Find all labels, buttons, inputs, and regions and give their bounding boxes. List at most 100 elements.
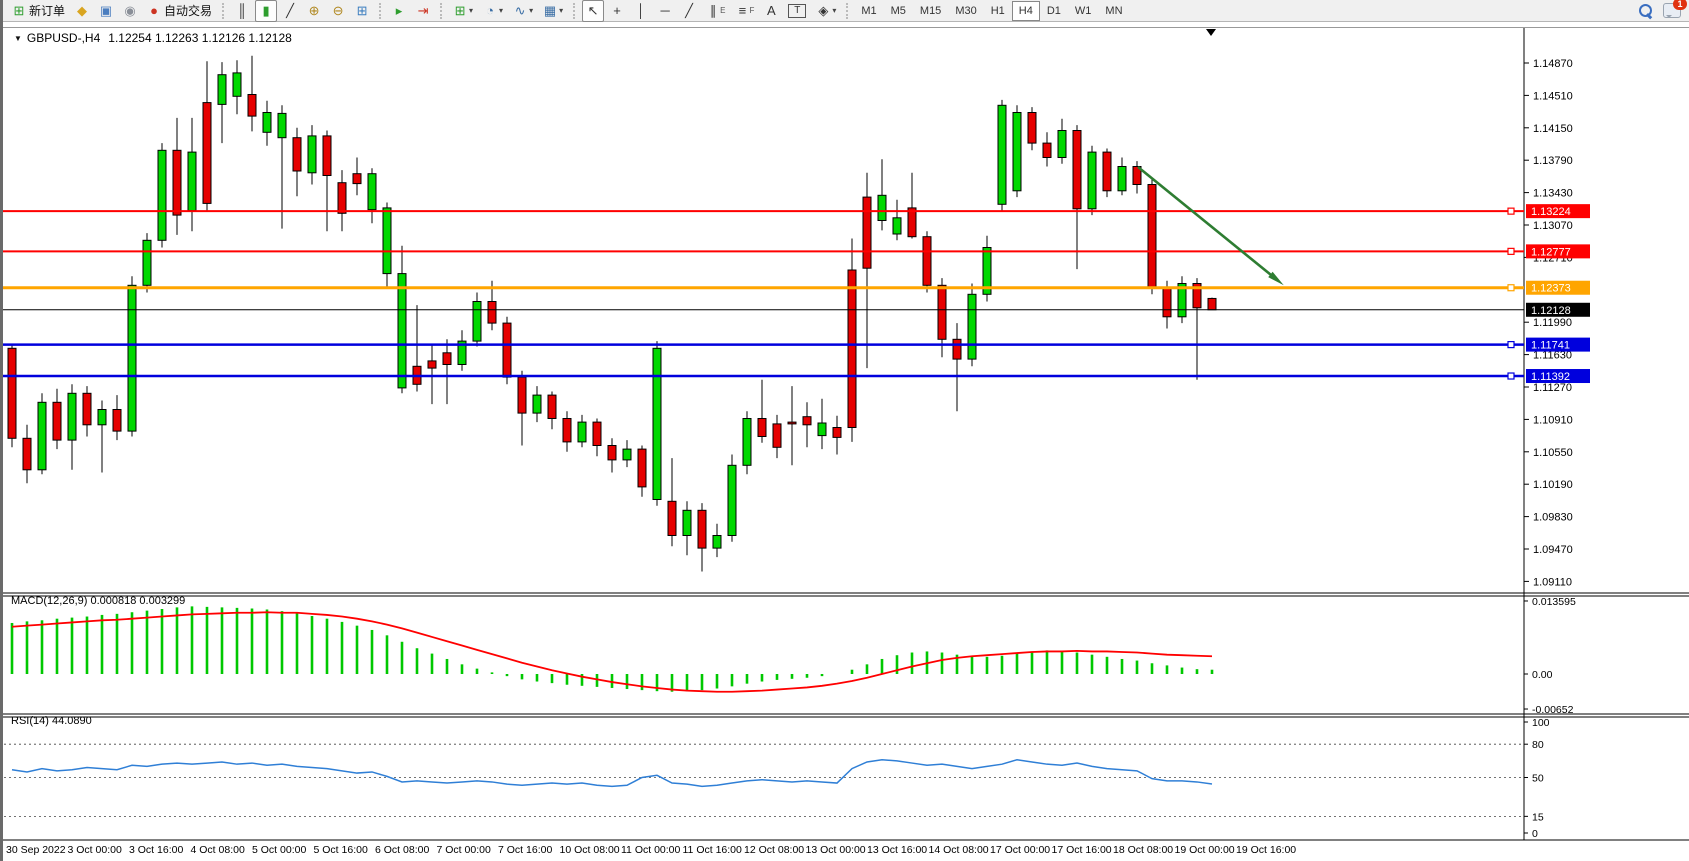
candle-body — [427, 360, 437, 369]
arrows-icon: ◈ — [818, 2, 829, 18]
candle-body — [367, 173, 377, 211]
dropdown-arrow-icon[interactable]: ▾ — [469, 6, 474, 15]
trendline-icon: ╱ — [685, 2, 693, 18]
rsi-axis-label: 50 — [1532, 773, 1544, 785]
dropdown-arrow-icon[interactable]: ▾ — [499, 6, 504, 15]
time-axis-label: 18 Oct 08:00 — [1113, 844, 1173, 856]
timeframe-h4[interactable]: H4 — [1011, 0, 1040, 21]
timeframe-mn[interactable]: MN — [1105, 4, 1123, 17]
candle-body — [1207, 297, 1217, 311]
indicators-button[interactable]: ∿ ▾ — [509, 0, 537, 22]
time-axis-label: 19 Oct 00:00 — [1175, 844, 1235, 856]
macd-axis-label: -0.00652 — [1532, 704, 1574, 716]
price-axis-label: 1.09110 — [1533, 576, 1572, 588]
candle-body — [772, 423, 782, 448]
price-badge — [1526, 204, 1590, 219]
signals-button[interactable]: ◉ — [119, 0, 141, 22]
timeframe-m15[interactable]: M15 — [919, 4, 942, 17]
timeframe-d1[interactable]: D1 — [1046, 4, 1061, 17]
vertical-line-button[interactable]: │ — [630, 0, 652, 22]
terminal-button[interactable]: ▣ — [95, 0, 117, 22]
search-icon[interactable] — [1639, 3, 1653, 19]
line-chart-icon: ╱ — [286, 2, 294, 18]
time-axis-label: 13 Oct 00:00 — [806, 844, 866, 856]
candle-body — [1102, 151, 1112, 192]
timeframe-m1[interactable]: M1 — [861, 4, 877, 17]
toolbar-separator — [846, 2, 849, 19]
candle-body — [457, 340, 467, 366]
new-chart-icon: ⊞ — [454, 2, 466, 18]
tile-windows-button[interactable]: ⊞ — [351, 0, 373, 22]
chart-shift-button[interactable]: ⇥ — [412, 0, 434, 22]
notification-badge: 1 — [1673, 0, 1687, 10]
timeframe-w1[interactable]: W1 — [1074, 4, 1092, 17]
timeframe-h1[interactable]: H1 — [990, 4, 1005, 17]
time-axis-label: 10 Oct 08:00 — [560, 844, 620, 856]
dropdown-arrow-icon[interactable]: ▾ — [529, 6, 534, 15]
candle-body — [232, 72, 242, 97]
chevron-down-icon[interactable]: ▼ — [14, 33, 22, 43]
trend-arrow — [1137, 165, 1277, 281]
dropdown-arrow-icon[interactable]: ▾ — [559, 6, 564, 15]
candle-body — [967, 293, 977, 360]
candle-body — [1042, 142, 1052, 158]
line-chart-button[interactable]: ╱ — [279, 0, 301, 22]
chart-canvas[interactable]: 1.14870 1.14510 1.14150 1.13790 1.13430 1.130… — [3, 23, 1689, 861]
candle-body — [832, 427, 842, 438]
fibonacci-button[interactable]: ≡ F — [731, 0, 758, 22]
templates-button[interactable]: ▦ ▾ — [539, 0, 567, 22]
time-axis-label: 7 Oct 16:00 — [498, 844, 552, 856]
price-axis-label: 1.11990 — [1533, 317, 1572, 329]
text-icon: A — [766, 2, 776, 18]
new-order-button-label: 新订单 — [29, 4, 66, 18]
new-order-icon: ⊞ — [13, 2, 25, 18]
timeframe-m30[interactable]: M30 — [955, 4, 977, 17]
candle-body — [307, 135, 317, 174]
new-chart-button[interactable]: ⊞ ▾ — [449, 0, 477, 22]
text-button[interactable]: A — [760, 0, 782, 22]
objects-group: ⊞ ▾ ◔ ▾ ∿ ▾ ▦ ▾ — [448, 0, 568, 22]
channel-button[interactable]: ∥ E — [702, 0, 729, 22]
timeframe-m5[interactable]: M5 — [890, 4, 906, 17]
candle-body — [742, 418, 752, 466]
templates-icon: ▦ — [543, 2, 557, 18]
tile-windows-icon: ⊞ — [356, 2, 368, 18]
cursor-button[interactable]: ↖ — [582, 0, 605, 22]
zoom-in-button[interactable]: ⊕ — [303, 0, 325, 22]
candle-body — [97, 409, 107, 426]
text-label-button[interactable]: T — [784, 0, 810, 22]
crosshair-button[interactable]: + — [606, 0, 628, 22]
shift-marker-icon — [1206, 29, 1216, 36]
price-axis-label: 1.14510 — [1533, 90, 1573, 102]
time-axis-label: 12 Oct 08:00 — [744, 844, 804, 856]
chart-window[interactable]: ▼ GBPUSD-,H4 1.12254 1.12263 1.12126 1.1… — [3, 23, 1689, 861]
candle-body — [907, 207, 917, 238]
new-order-button[interactable]: ⊞ 新订单 — [8, 0, 69, 22]
candlestick-chart-button[interactable]: ▮ — [255, 0, 278, 22]
chat-icon[interactable]: 1 — [1663, 0, 1687, 18]
dropdown-arrow-icon[interactable]: ▾ — [832, 6, 837, 15]
time-axis-label: 3 Oct 16:00 — [129, 844, 183, 856]
periods-button[interactable]: ◔ ▾ — [479, 0, 507, 22]
candle-body — [442, 352, 452, 365]
candle-body — [1087, 151, 1097, 210]
bar-chart-icon: ║ — [237, 2, 247, 18]
horizontal-line-button[interactable]: ─ — [654, 0, 676, 22]
candle-body — [1072, 130, 1082, 210]
autotrading-button[interactable]: ● 自动交易 — [143, 0, 216, 22]
toolbar-separator — [379, 2, 382, 19]
price-badge-label: 1.12373 — [1531, 283, 1571, 295]
candle-body — [877, 194, 887, 222]
zoom-out-button[interactable]: ⊖ — [327, 0, 349, 22]
auto-scroll-button[interactable]: ▸ — [388, 0, 410, 22]
candle-body — [502, 322, 512, 378]
candle-body — [382, 207, 392, 275]
arrows-button[interactable]: ◈ ▾ — [812, 0, 840, 22]
bar-chart-button[interactable]: ║ — [231, 0, 253, 22]
profiles-button[interactable]: ◆ — [71, 0, 93, 22]
candle-body — [142, 239, 152, 286]
trendline-button[interactable]: ╱ — [678, 0, 700, 22]
price-badge-label: 1.11392 — [1531, 371, 1570, 383]
candle-body — [52, 401, 62, 441]
